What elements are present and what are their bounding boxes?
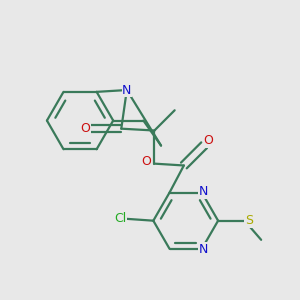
Text: N: N	[122, 83, 131, 97]
Text: O: O	[204, 134, 214, 147]
Text: N: N	[199, 185, 208, 198]
Text: Cl: Cl	[114, 212, 126, 225]
Text: N: N	[199, 243, 208, 256]
Text: S: S	[245, 214, 253, 227]
Text: O: O	[81, 122, 91, 135]
Text: O: O	[141, 155, 151, 168]
